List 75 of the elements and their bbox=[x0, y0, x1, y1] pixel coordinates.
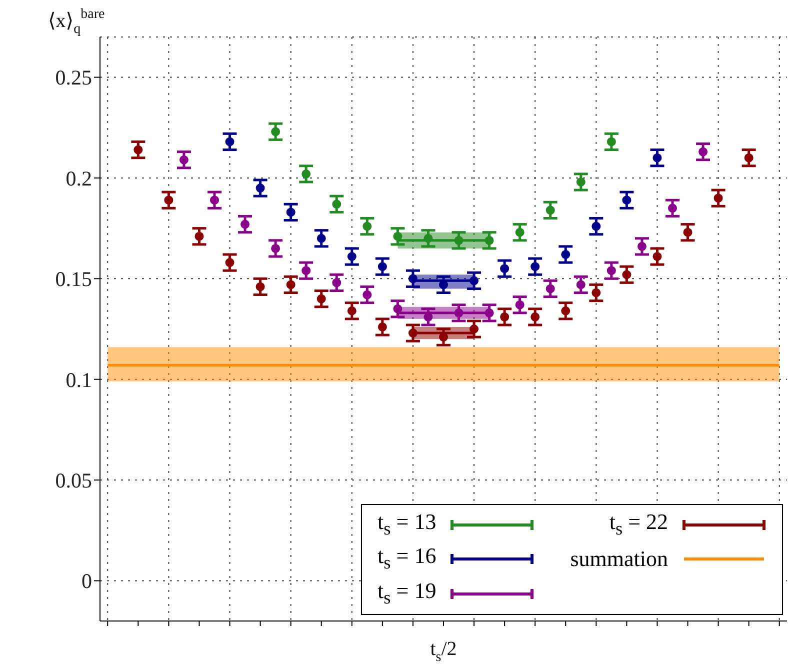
point bbox=[286, 208, 296, 217]
point bbox=[332, 278, 342, 288]
point bbox=[652, 252, 662, 262]
point bbox=[454, 236, 464, 245]
point bbox=[225, 137, 234, 146]
y-tick-label: 0.2 bbox=[66, 166, 92, 190]
legend-label: t$_{s}$ = 22 bbox=[609, 508, 668, 540]
point bbox=[378, 262, 387, 272]
point bbox=[194, 232, 204, 241]
point bbox=[500, 264, 510, 274]
point bbox=[316, 294, 326, 304]
point bbox=[592, 222, 601, 231]
point bbox=[561, 306, 570, 316]
point bbox=[362, 222, 372, 231]
y-tick-label: 0.05 bbox=[55, 468, 92, 492]
y-tick-label: 0 bbox=[82, 569, 92, 594]
point bbox=[714, 194, 723, 203]
x-axis-title: t$_{s}$/2 bbox=[430, 638, 457, 665]
point bbox=[362, 290, 372, 300]
point bbox=[530, 262, 540, 272]
y-tick-label: 0.25 bbox=[55, 66, 92, 90]
point bbox=[316, 234, 326, 243]
point bbox=[683, 228, 692, 237]
point bbox=[332, 200, 342, 209]
point bbox=[347, 252, 356, 262]
point bbox=[606, 266, 616, 276]
legend-label: t$_{s}$ = 16 bbox=[378, 542, 436, 575]
point bbox=[530, 312, 540, 322]
point bbox=[393, 304, 402, 314]
point bbox=[744, 153, 754, 162]
point bbox=[271, 127, 280, 136]
legend-label: t$_{s}$ = 19 bbox=[378, 576, 436, 609]
point bbox=[256, 184, 265, 193]
point bbox=[286, 280, 296, 290]
point bbox=[225, 258, 234, 268]
point bbox=[546, 284, 555, 294]
point bbox=[302, 169, 311, 178]
point bbox=[424, 234, 433, 243]
point bbox=[652, 153, 662, 162]
point bbox=[454, 308, 464, 318]
point bbox=[302, 266, 311, 276]
point bbox=[592, 288, 601, 298]
point bbox=[515, 228, 524, 237]
point bbox=[622, 196, 632, 205]
point bbox=[256, 282, 265, 292]
point bbox=[698, 147, 708, 156]
point bbox=[576, 177, 586, 186]
point bbox=[378, 322, 387, 332]
point bbox=[408, 328, 418, 338]
point bbox=[576, 280, 586, 290]
point bbox=[484, 308, 494, 318]
point bbox=[470, 324, 479, 334]
point bbox=[240, 220, 250, 229]
point bbox=[470, 276, 479, 286]
point bbox=[546, 206, 555, 215]
y-tick-label: 0.1 bbox=[66, 368, 92, 392]
point bbox=[179, 155, 188, 164]
point bbox=[210, 196, 219, 205]
point bbox=[271, 244, 280, 253]
point bbox=[622, 270, 632, 280]
point bbox=[637, 242, 646, 251]
point bbox=[668, 204, 677, 213]
point bbox=[347, 306, 356, 316]
y-tick-label: 0.15 bbox=[55, 267, 92, 292]
point bbox=[484, 236, 494, 245]
point bbox=[408, 274, 418, 284]
point bbox=[393, 232, 402, 241]
point bbox=[164, 196, 174, 205]
point bbox=[515, 300, 524, 310]
point bbox=[134, 145, 143, 154]
point bbox=[500, 312, 510, 322]
legend-label: t$_{s}$ = 13 bbox=[378, 508, 436, 540]
point bbox=[606, 137, 616, 146]
legend-label: summation bbox=[570, 545, 668, 574]
point bbox=[561, 250, 570, 259]
